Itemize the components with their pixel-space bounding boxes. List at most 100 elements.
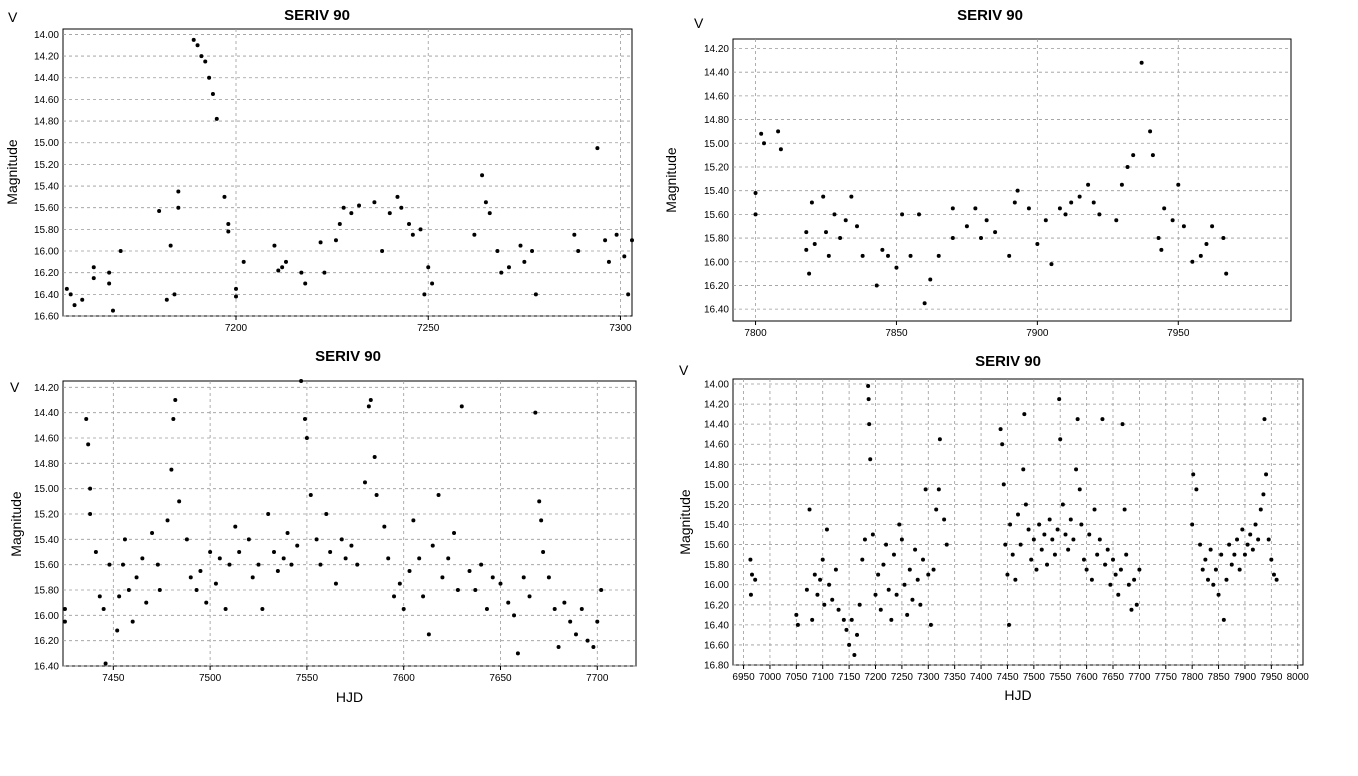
data-point [762,141,766,146]
y-tick-label: 16.80 [704,661,729,672]
y-tick-label: 16.20 [704,600,729,611]
data-point [1071,537,1076,542]
data-point [169,467,174,472]
data-point [614,232,619,237]
data-point [866,397,871,402]
data-point [1250,547,1255,552]
x-tick-label: 7850 [1207,672,1230,683]
data-point [165,518,170,523]
data-point [1261,492,1266,497]
data-point [226,221,231,226]
data-point [886,587,891,592]
x-tick-label: 7300 [917,672,940,683]
chart-title: SERIV 90 [975,353,1041,370]
data-point [1227,542,1232,547]
data-point [855,632,860,637]
data-point [1013,577,1018,582]
data-point [401,607,406,611]
data-point [867,422,872,427]
data-point [459,404,464,409]
data-point [1266,537,1271,542]
data-point [807,271,812,276]
data-point [573,632,578,637]
chart-panel-3: 14.20 14.40 14.60 14.80 15.00 15.20 15.40 15.60… [8,348,637,705]
data-point [1022,412,1027,417]
y-tick-label: 15.40 [34,535,59,546]
data-point [473,588,478,592]
data-point [809,200,814,205]
y-tick-label: 14.40 [34,408,59,419]
data-point [495,249,500,254]
chart-panel-4: 14.00 14.20 14.40 14.60 14.80 15.00 15.20 15.40… [677,353,1309,703]
data-point [599,588,604,592]
data-point [246,537,251,542]
x-tick-label: 7800 [1181,672,1204,683]
data-point [942,517,947,522]
data-point [140,556,145,561]
data-point [1240,527,1245,532]
data-point [472,232,477,237]
data-point [418,227,423,232]
data-point [176,205,181,210]
data-point [487,211,492,216]
data-point [824,527,829,532]
x-tick-label: 7400 [970,672,993,683]
data-point [302,417,307,421]
data-point [155,562,160,567]
data-point [826,253,831,258]
data-point [440,575,445,580]
data-point [1060,502,1065,507]
y-tick-label: 16.60 [34,312,59,323]
data-point [537,499,542,504]
x-tick-label: 7000 [759,672,782,683]
data-point [1057,397,1062,402]
y-tick-label: 16.40 [704,305,729,316]
data-point [233,524,238,529]
data-point [283,259,288,264]
data-point [117,594,122,599]
data-point [1204,241,1209,246]
data-point [337,221,342,226]
data-point [333,238,338,243]
data-point [852,652,857,657]
data-point [199,54,204,59]
data-point [1058,437,1063,442]
data-point [226,229,231,234]
chart-title: SERIV 90 [284,7,350,24]
data-point [897,522,902,527]
data-point [830,597,835,602]
data-point [272,243,277,248]
y-tick-label: 15.00 [34,138,59,149]
data-point [886,253,890,258]
data-point [207,75,212,80]
y-tick-label: 14.80 [704,115,729,126]
data-point [1100,417,1105,422]
data-point [579,607,584,611]
y-tick-label: 15.60 [34,560,59,571]
data-point [426,265,431,270]
data-point [328,550,333,554]
data-point [979,236,983,241]
y-tick-label: 16.40 [34,662,59,673]
data-point [341,205,346,210]
data-point [1191,472,1196,477]
x-tick-label: 7100 [812,672,835,683]
x-tick-label: 7750 [1155,672,1178,683]
data-point [223,607,228,611]
data-point [84,417,89,421]
data-point [213,581,218,586]
y-axis-label: Magnitude [677,489,693,555]
x-tick-label: 7450 [996,672,1019,683]
data-point [480,173,485,178]
data-point [530,249,535,254]
data-point [1077,194,1082,199]
data-point [184,537,189,542]
data-point [1049,262,1054,267]
data-point [1208,547,1213,552]
chart-panel-1: 14.00 14.20 14.40 14.60 14.80 15.00 15.20 15.40… [4,7,634,334]
data-point [1089,577,1094,582]
data-point [289,562,294,567]
data-point [172,292,177,297]
data-point [1156,236,1161,241]
data-point [1047,517,1052,522]
